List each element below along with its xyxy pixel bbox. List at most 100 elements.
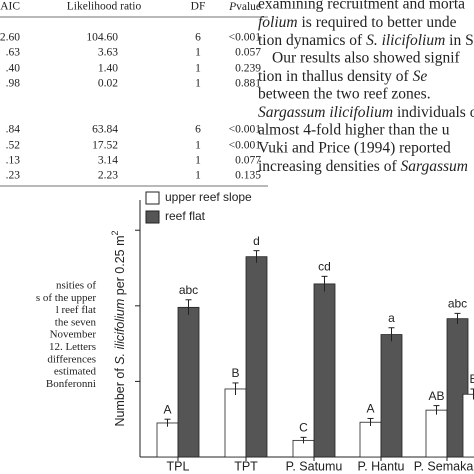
data-label: A [163, 402, 171, 416]
table-cell: 1 [195, 78, 201, 90]
bar [425, 409, 448, 458]
text-segment: value [236, 1, 261, 13]
text-line: Our results also showed signif [272, 50, 461, 67]
table-cell: 1 [195, 47, 201, 59]
table-cell: 0.239 [235, 63, 261, 75]
text-line: Sargassum ilicifolium individuals or [258, 104, 474, 121]
caption-line: 12. Letters [49, 341, 96, 353]
legend-label: reef flat [165, 209, 206, 223]
text-line: examining recruitment and morta [258, 0, 465, 13]
table-cell: .84 [6, 124, 21, 136]
caption-line: differences [47, 353, 96, 365]
table-cell: 6 [195, 124, 201, 136]
bar [245, 256, 268, 458]
table-cell: 0.881 [235, 78, 261, 90]
legend-swatch [145, 191, 160, 205]
data-label: C [299, 421, 308, 435]
data-label: d [253, 234, 260, 248]
bar [359, 421, 382, 458]
text-segment: individuals or [393, 104, 474, 121]
table-cell: .40 [6, 63, 21, 75]
data-label: a [388, 311, 395, 325]
text-line: almost 4-fold higher than the u [258, 122, 450, 139]
text-segment: folium [258, 14, 298, 31]
table-cell: 17.52 [92, 140, 118, 152]
text-segment: Number of [113, 365, 127, 427]
text-line: increasing densities of Sargassum [258, 158, 468, 175]
x-tick-label: TPT [234, 459, 258, 473]
table-cell: 0.077 [235, 155, 261, 167]
data-label: abc [179, 283, 198, 297]
text-segment: Se [413, 68, 428, 85]
table-cell: 6 [195, 32, 201, 44]
table-header: Pvalue [228, 1, 261, 13]
table-cell: 1 [195, 140, 201, 152]
text-line: tion in thallus density of Se [258, 68, 427, 85]
x-tick-label: P. Hantu [357, 459, 404, 473]
text-segment: tion in thallus density of [258, 68, 413, 85]
table-cell: 63.84 [92, 124, 118, 136]
text-segment: 2 [110, 230, 120, 235]
table-cell: .23 [6, 170, 21, 182]
table-cell: <0.001 [229, 124, 262, 136]
text-segment: increasing densities of [258, 158, 400, 175]
chart: Number of S. ilicifolium per 0.25 m2 uppe… [110, 190, 474, 473]
text-segment: in S [445, 32, 473, 49]
bar [462, 393, 474, 458]
table: AIC Likelihood ratio DF Pvalue 2.60 104.60 6 <0… [0, 1, 268, 187]
table-header: DF [191, 1, 206, 13]
caption-line: November [50, 329, 97, 341]
text-line: between the two reef zones. [258, 86, 431, 103]
table-cell: <0.001 [229, 140, 262, 152]
bar [313, 283, 336, 458]
data-label: B [469, 372, 474, 386]
text-line: Vuki and Price (1994) reported [258, 140, 451, 157]
table-cell: 2.60 [0, 32, 20, 44]
text-segment: S. ilicifolium [113, 299, 127, 365]
table-cell: 3.63 [98, 47, 118, 59]
caption-line: l reef flat [56, 304, 96, 316]
text-segment: is required to better unde [298, 14, 457, 31]
table-cell: 1 [195, 63, 201, 75]
text-segment: tion dynamics of [258, 32, 366, 49]
legend-label: upper reef slope [165, 190, 252, 204]
table-cell: 0.02 [98, 78, 118, 90]
bar [177, 306, 200, 458]
caption-line: nsities of [56, 280, 96, 292]
table-header: AIC [0, 1, 20, 13]
table-header: Likelihood ratio [67, 1, 142, 13]
data-label: AB [428, 389, 444, 403]
table-cell: 0.057 [235, 47, 261, 59]
legend-swatch [145, 210, 160, 224]
bar [156, 422, 179, 458]
table-cell: .13 [6, 155, 21, 167]
table-cell: .52 [6, 140, 21, 152]
table-cell: <0.001 [229, 32, 262, 44]
text-segment: P [228, 1, 236, 13]
text-line: tion dynamics of S. ilicifolium in S [258, 32, 474, 49]
text-segment: Sargassum [400, 158, 467, 175]
table-cell: .63 [6, 47, 21, 59]
x-tick-label: P. Satumu [286, 459, 343, 473]
bar [380, 334, 403, 458]
data-label: cd [318, 260, 331, 274]
data-label: abc [448, 297, 467, 311]
text-segment: S. ilicifolium [366, 32, 445, 49]
table-cell: 1 [195, 155, 201, 167]
text-segment: per 0.25 m [113, 235, 127, 298]
x-tick-label: TPL [167, 459, 190, 473]
x-tick-label: P. Semakau [414, 459, 474, 473]
text-line: folium is required to better unde [258, 14, 457, 31]
table-cell: 1 [195, 170, 201, 182]
table-cell: 1.40 [98, 63, 118, 75]
table-cell: 3.14 [98, 155, 118, 167]
table-cell: 104.60 [86, 32, 118, 44]
y-axis-label: Number of S. ilicifolium per 0.25 m2 [110, 230, 127, 426]
table-cell: .98 [6, 78, 21, 90]
table-cell: 0.135 [235, 170, 261, 182]
bar [224, 388, 247, 458]
caption-line: s of the upper [36, 292, 97, 304]
